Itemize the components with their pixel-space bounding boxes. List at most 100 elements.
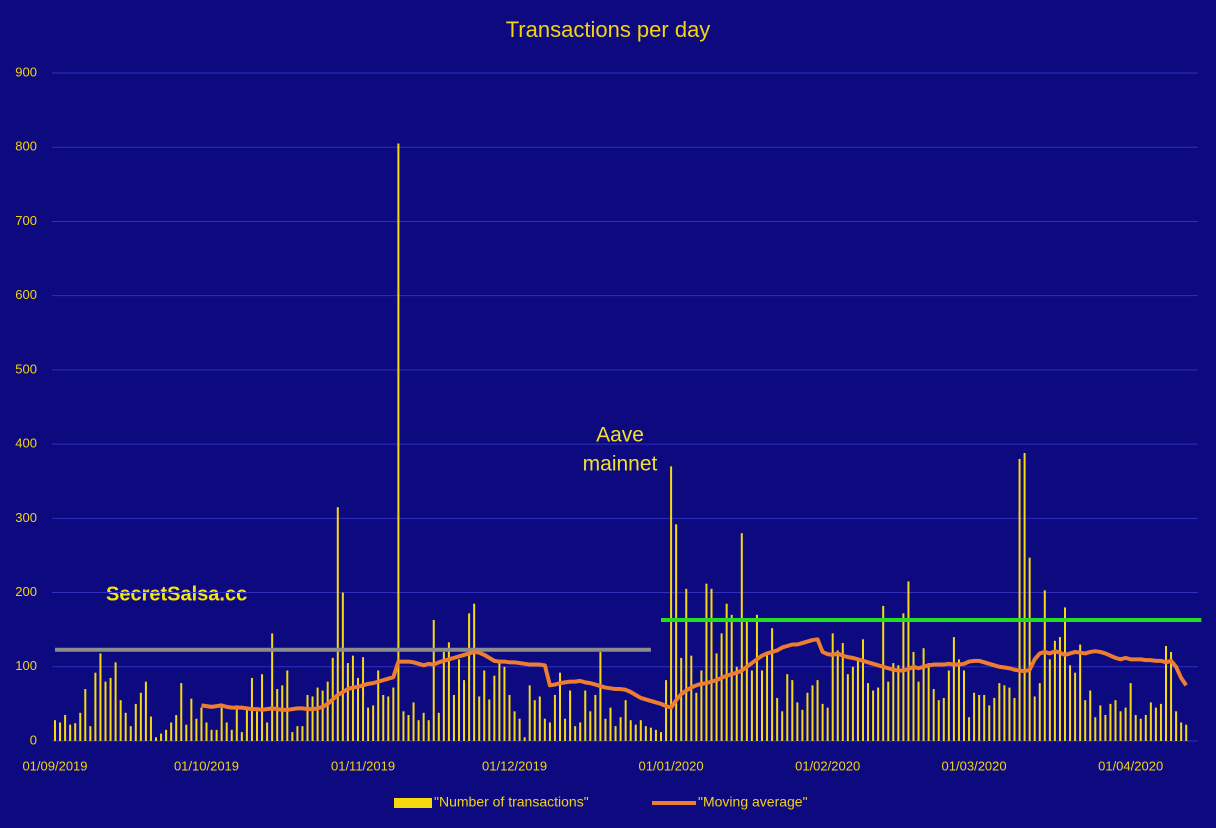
bar [801, 709, 804, 741]
bar [1013, 697, 1016, 741]
bar [1074, 672, 1077, 741]
bar [483, 670, 486, 741]
bar [1175, 711, 1178, 741]
bar [690, 655, 693, 741]
bar [160, 733, 163, 741]
bar [276, 689, 279, 741]
bar [750, 670, 753, 741]
bar [301, 726, 304, 741]
bar [624, 700, 627, 741]
bar [523, 737, 526, 741]
bar [245, 707, 248, 741]
bar [452, 694, 455, 741]
bar [927, 663, 930, 741]
bar [912, 651, 915, 741]
bar [897, 665, 900, 741]
bar [831, 633, 834, 741]
bar [99, 653, 102, 741]
bar [543, 718, 546, 741]
bar [392, 687, 395, 741]
bar [336, 507, 339, 741]
bar [599, 651, 602, 741]
bar [826, 707, 829, 741]
chart-title: Transactions per day [506, 17, 711, 42]
bar [973, 692, 976, 741]
bar [437, 712, 440, 741]
bar [533, 700, 536, 741]
bar [710, 588, 713, 741]
bar [180, 683, 183, 741]
y-tick-label: 700 [15, 213, 37, 228]
bar [1094, 717, 1097, 741]
bar [685, 588, 688, 741]
bar [230, 729, 233, 741]
bar [730, 614, 733, 741]
bar [281, 685, 284, 741]
bar [1134, 715, 1137, 741]
bar [922, 648, 925, 741]
bar [957, 659, 960, 741]
bar [1114, 700, 1117, 741]
bar [64, 715, 67, 741]
bar [988, 705, 991, 741]
bar [720, 633, 723, 741]
bar [124, 712, 127, 741]
bar [119, 700, 122, 741]
bar [215, 729, 218, 741]
bar [1058, 637, 1061, 741]
bar [478, 696, 481, 741]
bar [877, 687, 880, 741]
bar [256, 711, 258, 741]
bar [134, 703, 137, 741]
bar [1043, 590, 1046, 741]
y-tick-label: 100 [15, 658, 37, 673]
bar [856, 659, 859, 741]
bar [346, 663, 349, 741]
x-tick-label: 01/01/2020 [639, 758, 704, 773]
bar [1124, 707, 1127, 741]
bar [357, 677, 359, 741]
bar [594, 694, 597, 741]
bar [377, 670, 380, 741]
bar [59, 722, 62, 741]
bar [644, 726, 647, 741]
bar [84, 689, 87, 741]
bar [1053, 640, 1056, 741]
bar [271, 633, 274, 741]
bar [79, 712, 82, 741]
bar [559, 672, 561, 741]
bar [362, 657, 365, 741]
bar [963, 670, 965, 741]
bar [816, 680, 819, 741]
bar [634, 724, 637, 741]
bar [589, 711, 592, 741]
bar [619, 717, 622, 741]
bar [548, 722, 551, 741]
bar [170, 722, 173, 741]
bar [382, 694, 385, 741]
bar [1089, 690, 1092, 741]
bar [867, 683, 870, 741]
bar [649, 727, 652, 741]
bar [604, 718, 607, 741]
bar [882, 605, 885, 741]
bar [968, 717, 971, 741]
y-tick-label: 300 [15, 510, 37, 525]
bar [291, 732, 294, 741]
bar [422, 712, 425, 741]
bar [69, 724, 72, 741]
bar [200, 707, 203, 741]
bar [1048, 659, 1051, 741]
bar [569, 690, 572, 741]
y-tick-label: 400 [15, 436, 37, 451]
bar [397, 143, 400, 741]
bar [781, 711, 784, 741]
bar [715, 653, 718, 741]
bar [286, 670, 289, 741]
bar [175, 715, 178, 741]
bar [442, 651, 445, 741]
bar [104, 681, 107, 741]
x-tick-label: 01/02/2020 [795, 758, 860, 773]
bar [811, 685, 814, 741]
